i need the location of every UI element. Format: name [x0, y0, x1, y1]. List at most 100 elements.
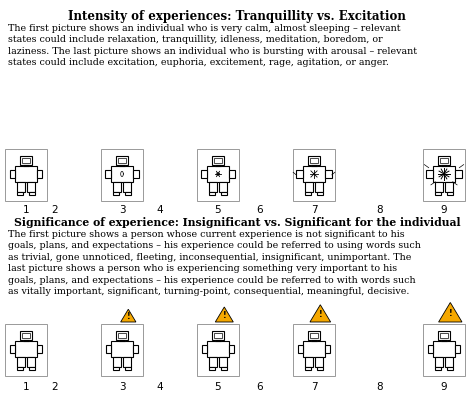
Bar	[215, 340, 221, 341]
Bar	[214, 333, 222, 338]
Bar	[447, 192, 453, 195]
Text: 8: 8	[377, 382, 383, 392]
Bar	[436, 357, 443, 367]
Bar	[207, 341, 229, 357]
Bar	[433, 341, 455, 357]
Text: The first picture shows a person whose current experience is not significant to : The first picture shows a person whose c…	[8, 230, 421, 296]
Bar	[308, 156, 320, 165]
Bar	[210, 357, 217, 367]
Text: 1: 1	[23, 382, 29, 392]
Bar	[445, 182, 453, 192]
Bar	[209, 367, 215, 370]
Bar	[29, 367, 35, 370]
Bar	[305, 182, 313, 192]
Bar	[221, 192, 227, 195]
Bar	[17, 192, 23, 195]
Bar	[440, 333, 448, 338]
Bar	[229, 345, 234, 353]
Bar	[10, 170, 15, 178]
Bar	[435, 367, 441, 370]
Bar	[123, 357, 130, 367]
Bar	[118, 158, 126, 163]
Bar	[18, 357, 25, 367]
Bar	[123, 182, 130, 192]
Bar	[215, 165, 221, 166]
Bar	[438, 331, 450, 340]
Bar	[433, 166, 455, 182]
Bar	[298, 345, 303, 353]
Bar	[210, 182, 217, 192]
Bar	[18, 182, 25, 192]
Text: 6: 6	[257, 382, 264, 392]
Bar	[308, 331, 320, 340]
Bar	[116, 156, 128, 165]
Bar	[440, 158, 448, 163]
Bar	[315, 357, 322, 367]
Bar	[303, 341, 325, 357]
Bar	[10, 345, 15, 353]
Text: 8: 8	[377, 205, 383, 215]
Bar	[27, 182, 35, 192]
Text: Intensity of experiences: Tranquillity vs. Excitation: Intensity of experiences: Tranquillity v…	[68, 10, 406, 23]
Text: 7: 7	[310, 382, 317, 392]
Polygon shape	[215, 307, 233, 322]
Bar	[119, 165, 125, 166]
Bar	[305, 367, 311, 370]
Bar	[22, 158, 30, 163]
Bar	[20, 331, 32, 340]
Bar	[17, 367, 23, 370]
Bar	[311, 340, 317, 341]
Polygon shape	[121, 309, 136, 322]
Bar	[37, 170, 42, 178]
Bar	[116, 331, 128, 340]
Bar	[219, 357, 227, 367]
Bar	[212, 156, 224, 165]
Text: 7: 7	[310, 205, 317, 215]
Bar	[325, 345, 330, 353]
Bar	[197, 149, 239, 201]
Bar	[455, 345, 460, 353]
Text: 4: 4	[157, 205, 164, 215]
Bar	[119, 340, 125, 341]
Bar	[125, 367, 131, 370]
Bar	[113, 357, 121, 367]
Bar	[197, 324, 239, 376]
Text: 3: 3	[118, 382, 125, 392]
Bar	[118, 333, 126, 338]
Bar	[435, 192, 441, 195]
Bar	[293, 324, 335, 376]
Bar	[113, 182, 121, 192]
Text: !: !	[127, 312, 130, 321]
Bar	[311, 165, 317, 166]
Bar	[221, 367, 227, 370]
Bar	[426, 170, 433, 178]
Bar	[113, 192, 119, 195]
Bar	[15, 166, 37, 182]
Text: 2: 2	[52, 205, 58, 215]
Bar	[447, 367, 453, 370]
Bar	[105, 170, 111, 178]
Bar	[113, 367, 119, 370]
Bar	[436, 182, 443, 192]
Bar	[20, 156, 32, 165]
Text: 1: 1	[23, 205, 29, 215]
Bar	[445, 357, 453, 367]
Bar	[27, 357, 35, 367]
Bar	[111, 166, 133, 182]
Bar	[219, 182, 227, 192]
Bar	[106, 345, 111, 353]
Bar	[212, 331, 224, 340]
Bar	[441, 165, 447, 166]
Bar	[23, 340, 29, 341]
Bar	[438, 156, 450, 165]
Bar	[428, 345, 433, 353]
Bar	[325, 170, 332, 178]
Text: 5: 5	[215, 205, 221, 215]
Text: 2: 2	[52, 382, 58, 392]
Bar	[207, 166, 229, 182]
Bar	[441, 340, 447, 341]
Polygon shape	[438, 303, 462, 322]
Bar	[303, 166, 325, 182]
Bar	[310, 158, 318, 163]
Bar	[201, 170, 207, 178]
